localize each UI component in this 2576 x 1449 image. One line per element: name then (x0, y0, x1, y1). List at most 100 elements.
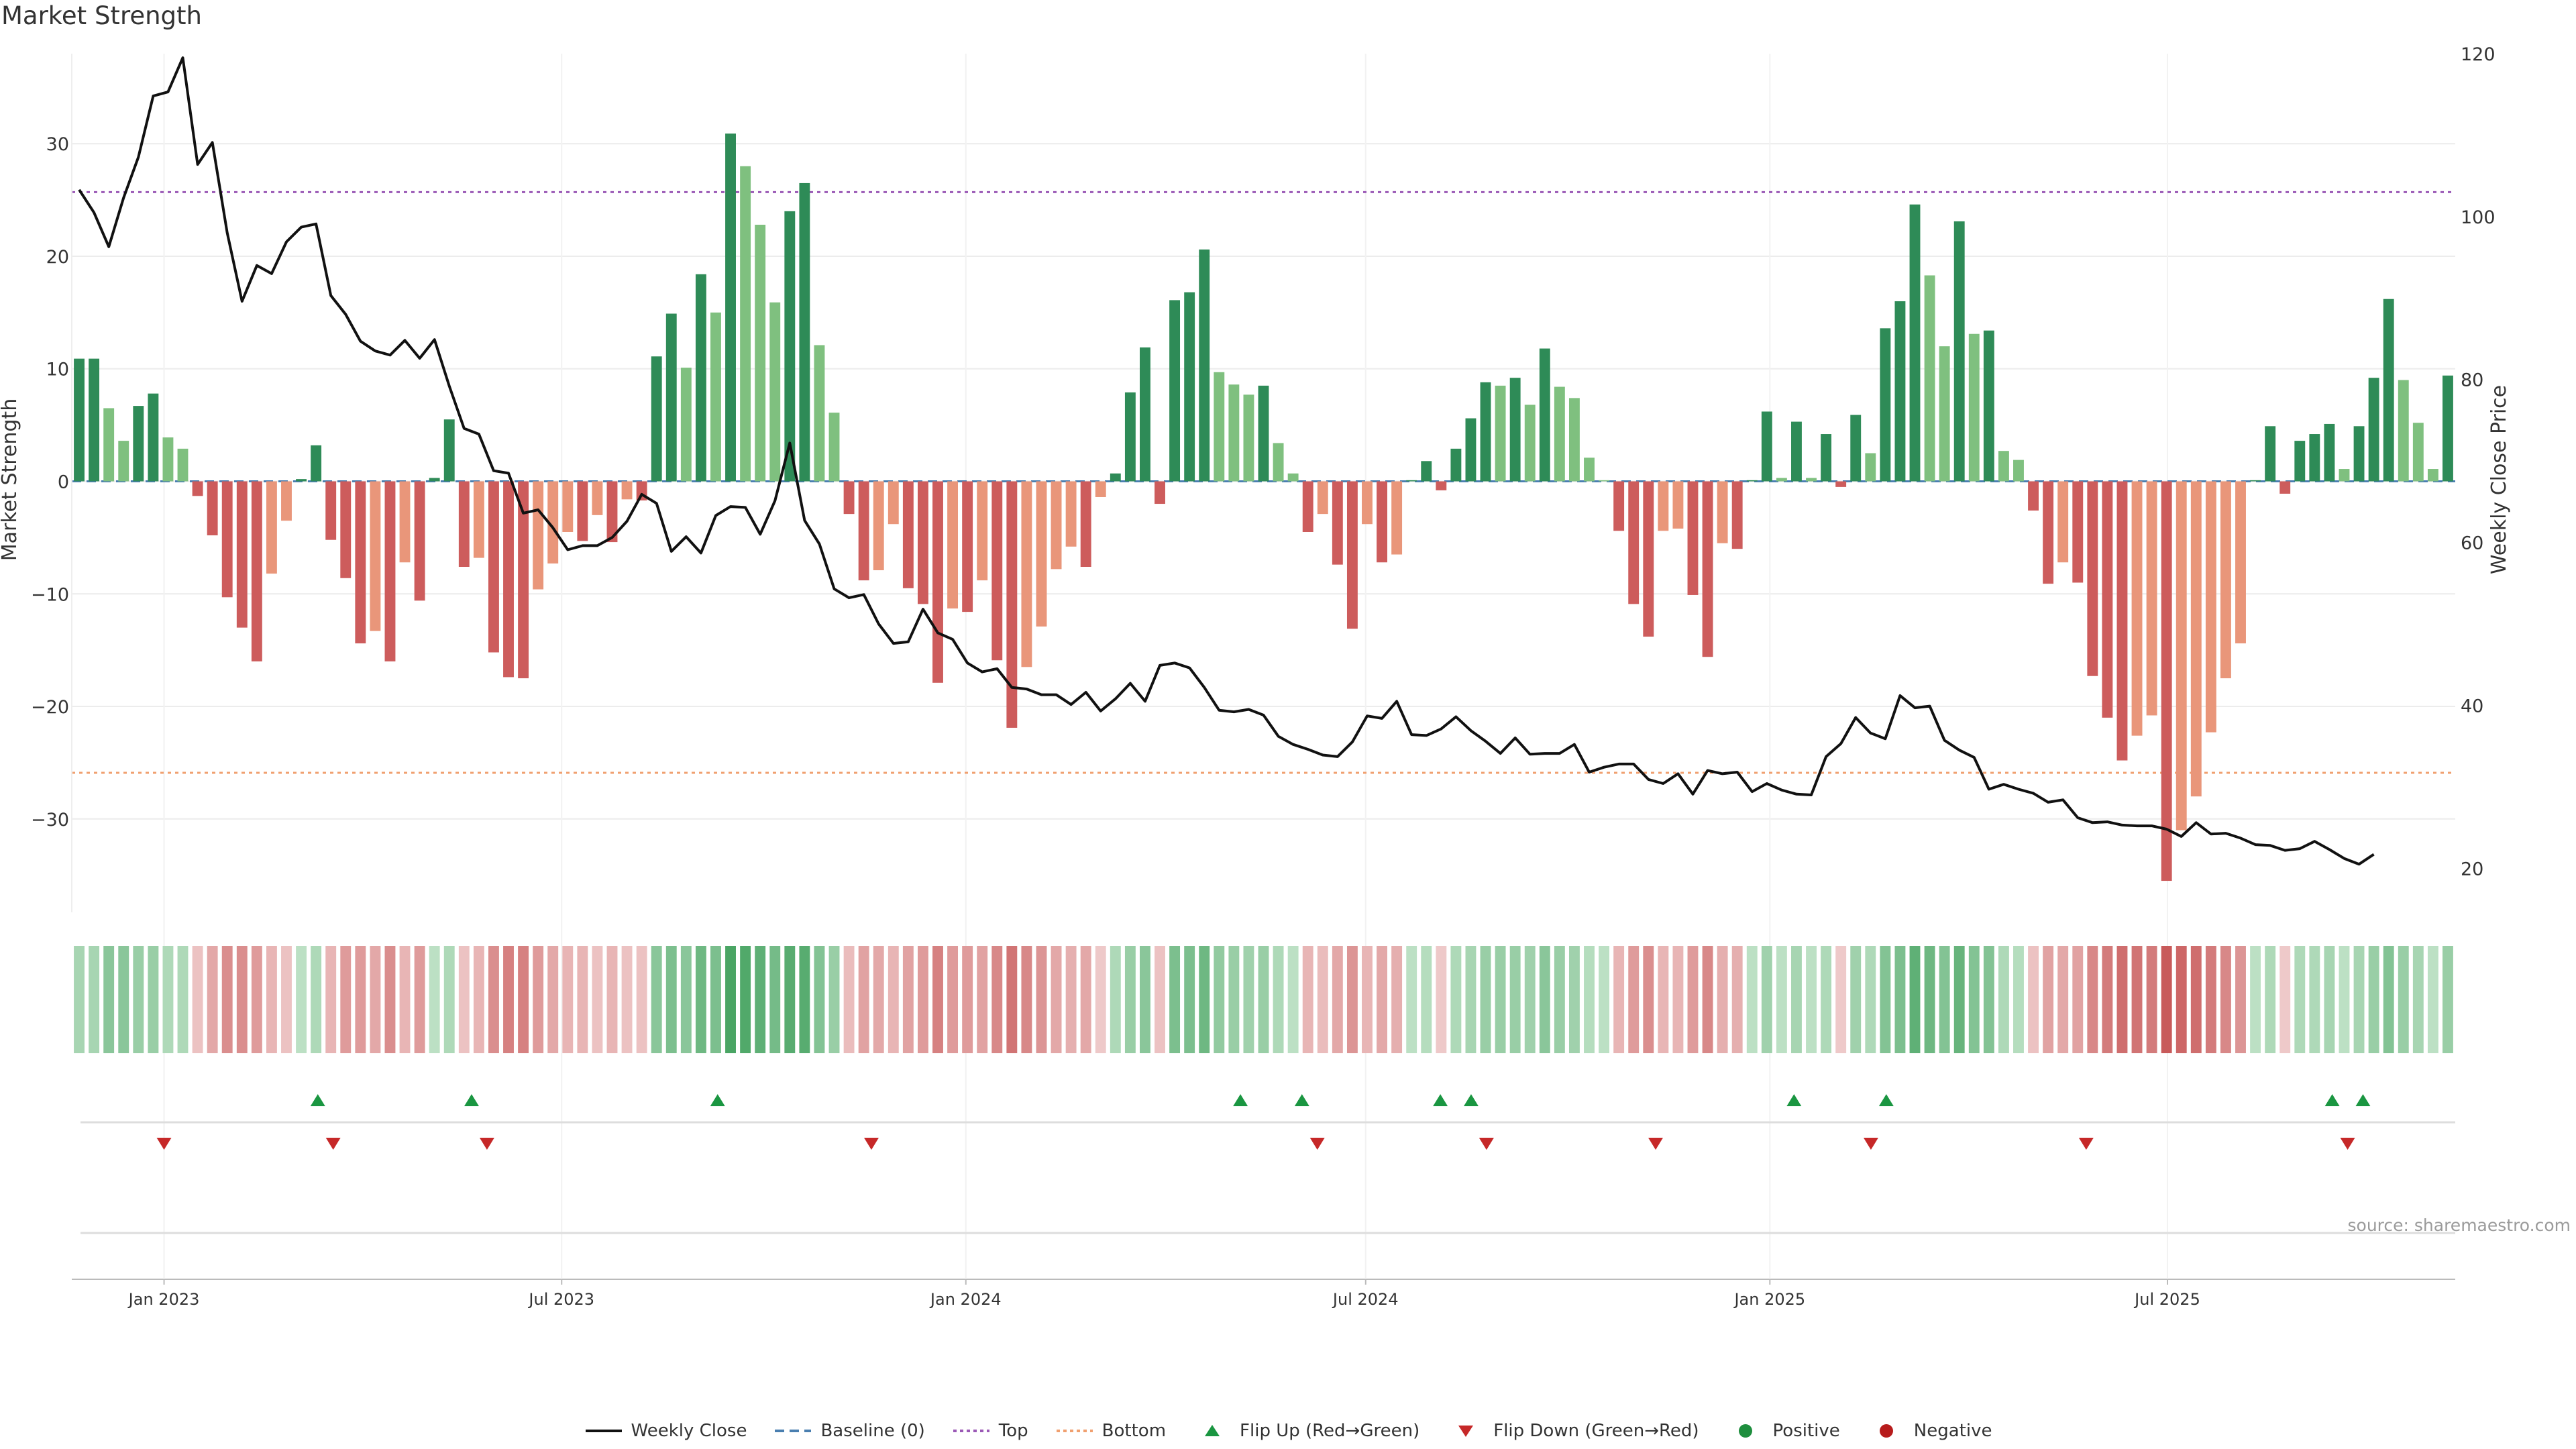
strength-bar (725, 133, 736, 482)
heat-cell (547, 946, 559, 1053)
strength-bar (1806, 478, 1817, 482)
flip-up-marker (2355, 1094, 2371, 1106)
strength-bar (399, 481, 411, 563)
strength-bar (1953, 221, 1965, 482)
heat-cell (2146, 946, 2157, 1053)
heat-cell (148, 946, 159, 1053)
strength-bar (281, 481, 292, 521)
strength-bar (1776, 478, 1787, 482)
heat-cell (2309, 946, 2320, 1053)
strength-bar (221, 481, 233, 598)
strength-bar (533, 481, 544, 590)
heat-cell (1214, 946, 1225, 1053)
flip-down-marker (1648, 1138, 1664, 1150)
heat-cell (606, 946, 618, 1053)
heat-cell (2131, 946, 2143, 1053)
strength-bar (799, 182, 810, 482)
heat-cell (1436, 946, 1447, 1053)
strength-bar (1377, 481, 1387, 563)
strength-bar (2116, 481, 2128, 761)
strength-bar (1568, 398, 1580, 482)
legend: Weekly Close Baseline (0) Top Bottom Flip Up… (0, 1421, 2576, 1441)
x-tick-label: Jan 2023 (127, 1290, 200, 1309)
heat-cell (2324, 946, 2335, 1053)
strength-bar (1717, 481, 1728, 543)
source-note: source: sharemaestro.com (2347, 1216, 2571, 1235)
strength-bar (1894, 301, 1906, 482)
heat-cell (1746, 946, 1758, 1053)
flip-down-marker (156, 1138, 172, 1150)
heat-cell (2205, 946, 2216, 1053)
heat-cell (1450, 946, 1462, 1053)
heat-cell (1731, 946, 1743, 1053)
heat-cell (1495, 946, 1506, 1053)
heat-cell (1051, 946, 1062, 1053)
y-axis-right-label: Weekly Close Price (2487, 385, 2511, 574)
heat-cell (311, 946, 322, 1053)
strength-bar (1228, 384, 1240, 482)
heat-cell (221, 946, 233, 1053)
strength-bar (1450, 448, 1462, 482)
heat-cell (133, 946, 144, 1053)
strength-bar (1480, 382, 1491, 482)
strength-bar (2131, 481, 2143, 736)
heat-cell (2427, 946, 2438, 1053)
strength-bar (1124, 392, 1136, 482)
strength-bar (1421, 461, 1432, 482)
heat-cell (1243, 946, 1254, 1053)
legend-label: Positive (1772, 1421, 1840, 1441)
heat-cell (1287, 946, 1299, 1053)
strength-bar (518, 481, 529, 679)
strength-bar (2028, 481, 2039, 511)
strength-bar (503, 481, 514, 678)
strength-bar (814, 345, 825, 482)
heat-cell (1761, 946, 1772, 1053)
heat-cell (784, 946, 796, 1053)
strength-bar (1273, 443, 1284, 482)
heat-cell (1717, 946, 1728, 1053)
strength-bar (1613, 481, 1625, 531)
heat-cell (2190, 946, 2202, 1053)
heat-cell (443, 946, 455, 1053)
flip-down-marker (2078, 1138, 2094, 1150)
heat-cell (1998, 946, 2009, 1053)
heat-cell (414, 946, 425, 1053)
heat-cell (2057, 946, 2069, 1053)
strength-bar (917, 481, 928, 604)
heat-cell (769, 946, 781, 1053)
strength-bar (458, 481, 470, 567)
y-right-tick-label: 120 (2461, 44, 2496, 65)
legend-symbol-icon (1193, 1422, 1232, 1440)
heat-cell (1850, 946, 1862, 1053)
gridlines (72, 54, 2455, 1278)
strength-bar (1509, 378, 1521, 482)
y-right-tick-label: 60 (2461, 533, 2483, 554)
heat-cell (1258, 946, 1269, 1053)
strength-bar (606, 481, 618, 543)
strength-bar (1687, 481, 1699, 595)
heat-cell (932, 946, 943, 1053)
heat-cell (1821, 946, 1832, 1053)
heat-cell (1228, 946, 1240, 1053)
heat-cell (888, 946, 899, 1053)
legend-symbol-icon (584, 1422, 623, 1440)
heat-cell (2265, 946, 2276, 1053)
y-left-tick-label: 10 (46, 360, 69, 380)
y-axis-left-label: Market Strength (0, 398, 21, 561)
heat-cell (281, 946, 292, 1053)
strength-bar (2043, 481, 2054, 584)
strength-bar (1850, 415, 1862, 482)
heat-cell (1124, 946, 1136, 1053)
strength-bar (1184, 292, 1195, 482)
heat-cell (710, 946, 721, 1053)
heat-cell (1524, 946, 1536, 1053)
heat-cell (1095, 946, 1106, 1053)
strength-bar (2279, 481, 2291, 494)
strength-bar (148, 393, 159, 482)
heat-cell (2087, 946, 2098, 1053)
legend-symbol-icon (1446, 1422, 1485, 1440)
strength-bar (1243, 394, 1254, 482)
heat-cell (1169, 946, 1181, 1053)
flip-up-marker (1878, 1094, 1894, 1106)
strength-bar (1731, 481, 1743, 549)
